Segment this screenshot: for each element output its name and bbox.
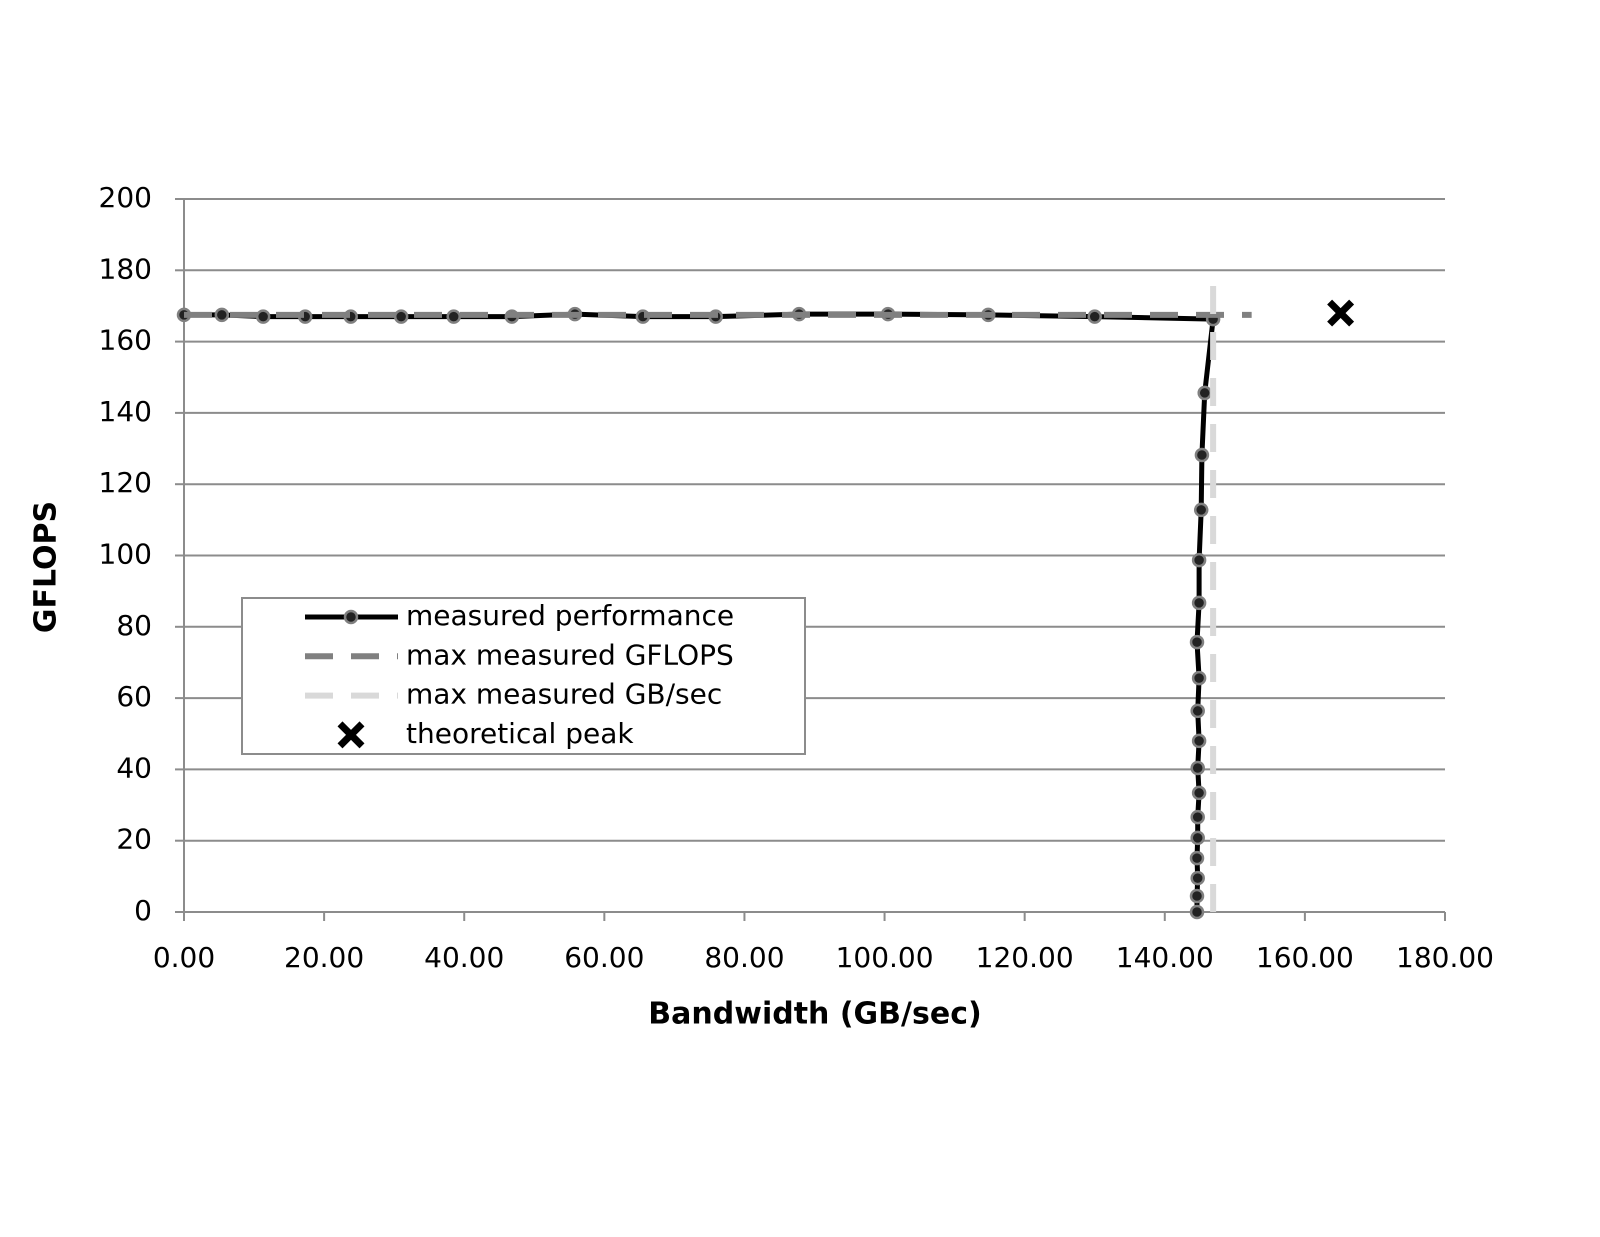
y-tick-label: 80 — [116, 609, 152, 642]
point-marker — [1190, 703, 1205, 719]
x-tick-label: 60.00 — [564, 941, 644, 974]
x-tick-label: 160.00 — [1256, 941, 1354, 974]
y-tick-label: 140 — [99, 395, 152, 428]
y-tick-label: 60 — [116, 680, 152, 713]
point-marker — [1190, 830, 1205, 846]
point-marker — [214, 307, 230, 323]
point-marker — [1191, 552, 1207, 568]
x-marker — [1327, 299, 1355, 327]
y-axis-title: GFLOPS — [29, 501, 64, 633]
y-tick-label: 0 — [134, 894, 152, 927]
legend-label: measured performance — [406, 599, 734, 632]
point-marker — [1189, 904, 1205, 920]
x-tick-label: 80.00 — [704, 941, 784, 974]
point-marker — [343, 609, 359, 625]
x-tick-label: 140.00 — [1116, 941, 1214, 974]
point-marker — [1191, 670, 1207, 686]
point-marker — [446, 309, 461, 324]
point-marker — [1190, 809, 1205, 825]
legend-label: max measured GB/sec — [406, 678, 722, 711]
x-tick-label: 40.00 — [424, 941, 504, 974]
legend: measured performance max measured GFLOPS m… — [241, 597, 806, 755]
y-tick-label: 40 — [116, 751, 152, 784]
x-tick-label: 120.00 — [976, 941, 1074, 974]
point-marker — [1190, 760, 1205, 776]
point-marker — [1087, 309, 1102, 324]
point-marker — [1197, 385, 1212, 401]
y-tick-label: 200 — [99, 181, 152, 214]
legend-label: theoretical peak — [406, 717, 634, 750]
legend-box — [241, 597, 806, 755]
legend-label: max measured GFLOPS — [406, 638, 734, 671]
y-tick-label: 180 — [99, 252, 152, 285]
x-tick-label: 20.00 — [284, 941, 364, 974]
x-tick-label: 180.00 — [1396, 941, 1494, 974]
x-marker — [337, 721, 365, 749]
point-marker — [255, 309, 271, 324]
point-marker — [393, 309, 409, 324]
point-marker — [1190, 870, 1205, 886]
x-tick-label: 0.00 — [153, 941, 215, 974]
point-marker — [1189, 634, 1205, 650]
y-tick-label: 20 — [116, 823, 152, 856]
point-marker — [1189, 888, 1205, 904]
y-tick-label: 160 — [99, 324, 152, 357]
point-marker — [1191, 733, 1207, 749]
point-marker — [1191, 785, 1207, 801]
x-stroke — [1327, 299, 1355, 327]
point-marker — [1194, 447, 1210, 463]
point-marker — [1189, 850, 1205, 866]
point-marker — [1191, 595, 1207, 611]
x-axis-title: Bandwidth (GB/sec) — [648, 997, 981, 1032]
y-tick-label: 120 — [99, 466, 152, 499]
point-marker — [1193, 502, 1209, 518]
x-tick-label: 100.00 — [836, 941, 934, 974]
y-tick-label: 100 — [99, 538, 152, 571]
x-stroke — [337, 721, 365, 749]
